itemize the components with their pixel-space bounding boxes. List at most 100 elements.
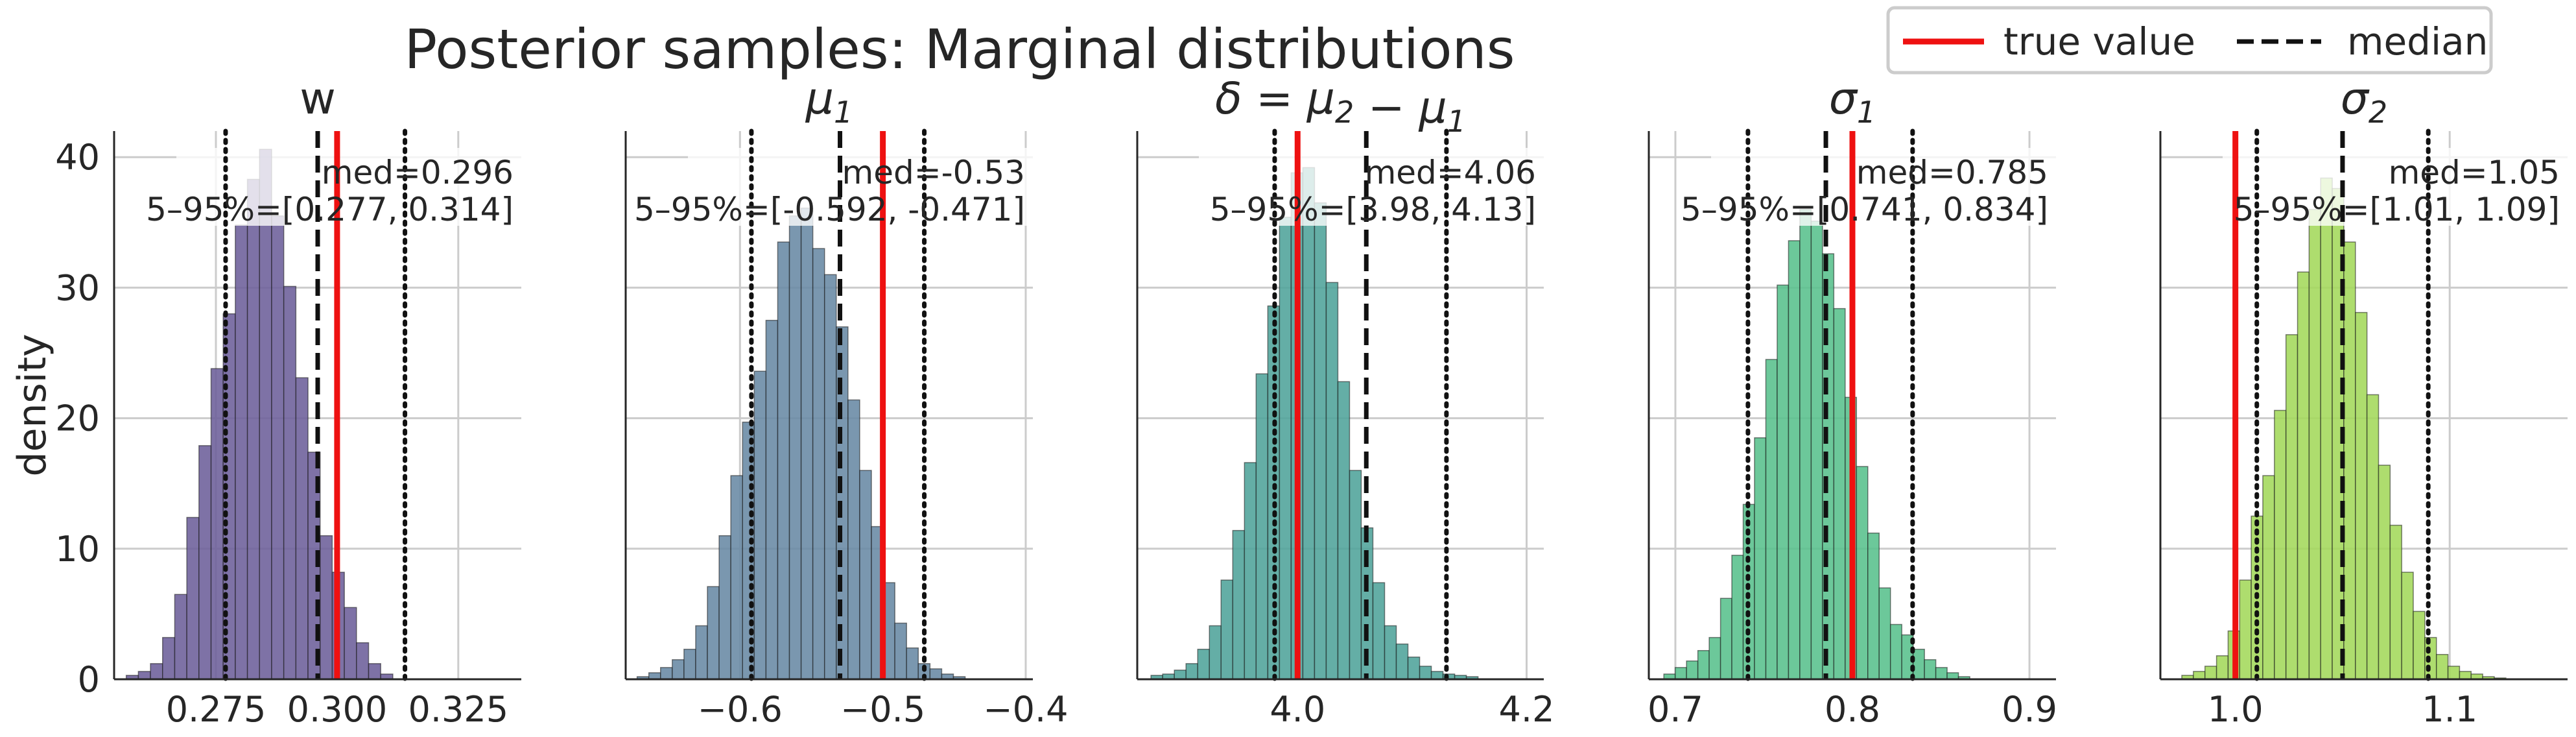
histogram-bar xyxy=(777,241,790,680)
histogram-bar xyxy=(2401,572,2414,680)
histogram-bar xyxy=(1279,217,1292,680)
histogram-bar xyxy=(1185,663,1199,680)
histogram-bar xyxy=(2308,208,2321,680)
histogram-bar xyxy=(2320,177,2333,680)
histogram-bar xyxy=(1810,221,1823,680)
y-axis-label: density xyxy=(10,334,55,477)
histogram-bar xyxy=(800,207,814,680)
histogram-bar xyxy=(1935,667,1948,680)
x-tick-label: 0.275 xyxy=(166,689,266,730)
y-tick-label: 40 xyxy=(55,137,100,178)
histogram-bar xyxy=(283,285,297,680)
panel-title: w xyxy=(300,73,336,125)
y-tick-label: 30 xyxy=(55,267,100,308)
panel-title-part: σ xyxy=(1829,73,1858,125)
histogram-bar xyxy=(1833,308,1846,680)
histogram-bar xyxy=(2447,666,2461,680)
panel-title: σ1 xyxy=(1829,73,1876,130)
panel-title: σ2 xyxy=(2341,73,2387,130)
histogram-bar xyxy=(2285,334,2298,680)
histogram-bar xyxy=(1924,659,1937,680)
panel-title-subscript: 1 xyxy=(1447,104,1466,139)
histogram-bar xyxy=(1697,649,1710,680)
histogram-bar xyxy=(259,149,272,680)
histogram-bar xyxy=(730,475,743,680)
histogram-bar xyxy=(1349,470,1362,680)
panel-sigma2: med=1.055–95%=[1.01, 1.09] 1.0 1.1 σ2 xyxy=(2159,73,2573,730)
histogram-bar xyxy=(1337,381,1351,680)
histogram-bar xyxy=(823,274,837,680)
histogram-bar xyxy=(1325,282,1339,680)
histogram-bar xyxy=(929,668,943,680)
annotation-range: 5–95%=[1.01, 1.09] xyxy=(2234,191,2560,228)
histogram-bar xyxy=(2193,671,2206,680)
histogram-bar xyxy=(2343,241,2356,680)
annotation-range: 5–95%=[3.98, 4.13] xyxy=(1210,191,1536,228)
x-tick-label: 0.325 xyxy=(408,689,509,730)
y-tick-label: 10 xyxy=(55,529,100,570)
legend-label-median: median xyxy=(2347,19,2488,64)
histogram-bar xyxy=(2413,610,2426,680)
histogram-bar xyxy=(812,248,825,680)
histogram-bar xyxy=(186,516,200,680)
histogram-bar xyxy=(847,399,860,680)
annotation-median: med=-0.53 xyxy=(842,154,1025,191)
histogram-bar xyxy=(198,445,212,680)
x-tick-label: 4.0 xyxy=(1270,689,1325,730)
annotation-median: med=1.05 xyxy=(2389,154,2560,191)
histogram-bar xyxy=(1708,636,1721,680)
histogram-bar xyxy=(695,625,708,680)
x-tick-label: −0.4 xyxy=(983,689,1068,730)
x-tick-label: 0.300 xyxy=(287,689,388,730)
histogram-bar xyxy=(368,663,381,680)
annotation-range: 5–95%=[0.741, 0.834] xyxy=(1681,191,2048,228)
histogram-bar xyxy=(894,622,907,680)
histogram-bar xyxy=(150,663,163,680)
histogram-bar xyxy=(210,368,224,680)
histogram-bar xyxy=(1731,555,1744,680)
x-tick-label: 0.7 xyxy=(1648,689,1703,730)
histogram-bar xyxy=(1912,648,1925,680)
histogram-bar xyxy=(2262,475,2275,680)
histogram-bar xyxy=(660,667,673,680)
histogram-bar xyxy=(295,377,309,680)
histogram-bar xyxy=(2239,579,2252,680)
histogram-bar xyxy=(1255,373,1269,680)
histogram-bar xyxy=(1777,284,1790,680)
histogram-bar xyxy=(1395,643,1409,680)
histogram-bar xyxy=(718,535,731,680)
histogram-bar xyxy=(1765,359,1778,680)
chart-title: Posterior samples: Marginal distribution… xyxy=(405,18,1515,81)
panel-title-subscript: 1 xyxy=(834,95,853,130)
legend-label-true-value: true value xyxy=(2003,19,2195,64)
annotation-median: med=0.785 xyxy=(1856,154,2048,191)
histogram-bar xyxy=(1232,529,1246,680)
histogram-bar xyxy=(753,370,767,680)
x-tick-label: 1.0 xyxy=(2208,689,2263,730)
panel-title-subscript: 2 xyxy=(1335,95,1354,130)
annotation-median: med=4.06 xyxy=(1365,154,1536,191)
histogram-bar xyxy=(906,647,919,680)
panel-title-part: μ xyxy=(805,73,834,125)
histogram-bar xyxy=(788,215,802,680)
histogram-bar xyxy=(1372,582,1386,680)
x-tick-label: 1.1 xyxy=(2422,689,2477,730)
panel-delta: med=4.065–95%=[3.98, 4.13] 4.0 4.2 δ = μ2 −… xyxy=(1136,73,1554,730)
panel-title-subscript: 2 xyxy=(2369,95,2387,130)
legend-frame xyxy=(1886,6,2493,75)
histogram-bar xyxy=(1174,670,1187,680)
histogram-bar xyxy=(648,672,661,680)
histogram-bar xyxy=(1407,657,1421,680)
histogram-bar xyxy=(859,470,872,680)
histogram-bar xyxy=(707,586,720,680)
x-tick-label: −0.6 xyxy=(698,689,783,730)
histogram-bar xyxy=(1430,671,1444,680)
histogram-bar xyxy=(235,224,248,680)
histogram-bar xyxy=(1197,648,1211,680)
annotation-box xyxy=(2223,148,2573,226)
histogram-bar xyxy=(2216,655,2229,680)
histogram-bar xyxy=(1856,466,1869,680)
histogram-bar xyxy=(162,636,176,680)
